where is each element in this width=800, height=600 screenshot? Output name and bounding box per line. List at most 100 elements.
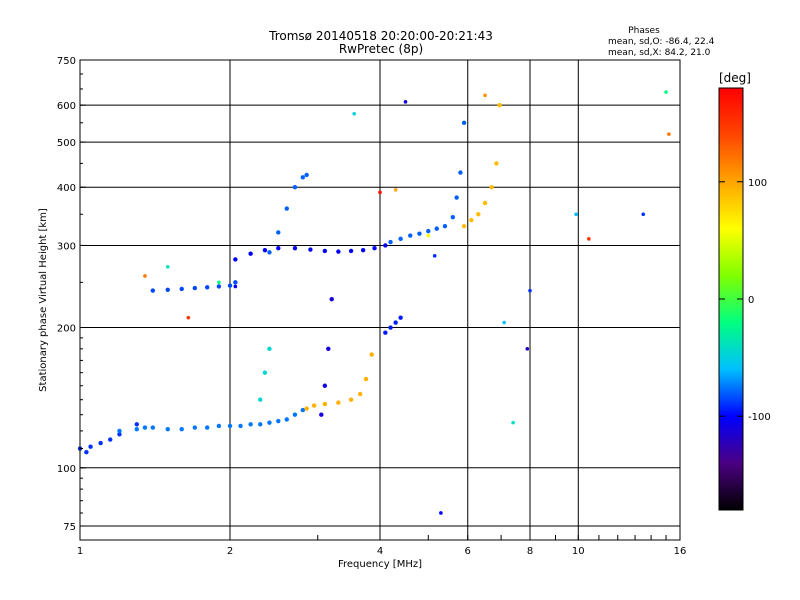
isolated-point	[352, 111, 356, 116]
data-point	[336, 400, 341, 405]
colorbar-tick-label: -100	[748, 412, 771, 423]
data-point	[258, 397, 263, 402]
data-point	[117, 432, 122, 437]
x-tick-label: 8	[527, 546, 533, 557]
isolated-point	[664, 90, 668, 94]
isolated-point	[483, 93, 487, 98]
stats-line-o: mean, sd,O: -86.4, 22.4	[608, 37, 715, 47]
data-point	[284, 417, 289, 422]
isolated-point	[186, 315, 191, 320]
data-point	[461, 223, 467, 229]
isolated-point	[217, 280, 221, 285]
data-point	[150, 425, 156, 430]
data-point	[319, 412, 324, 417]
data-point	[311, 403, 317, 408]
isolated-point	[426, 233, 431, 238]
data-point	[98, 440, 103, 446]
x-axis: 1 2 4 6 8 10 16	[77, 535, 687, 557]
x-axis-label: Frequency [MHz]	[338, 559, 422, 570]
isolated-point	[587, 237, 591, 241]
data-point	[363, 376, 369, 382]
data-point	[408, 233, 413, 238]
data-point	[322, 401, 328, 407]
data-point	[383, 330, 388, 335]
y-tick-label: 75	[63, 522, 76, 533]
data-point	[276, 245, 281, 251]
data-point	[454, 195, 459, 200]
data-point	[262, 370, 268, 375]
data-point	[142, 425, 148, 430]
data-point	[88, 444, 93, 449]
data-point	[300, 175, 306, 180]
data-point	[450, 214, 456, 220]
colorbar-label: [deg]	[719, 71, 751, 85]
y-tick-label: 100	[57, 464, 76, 475]
data-point	[322, 248, 328, 254]
data-point	[267, 420, 272, 425]
data-point	[398, 315, 403, 320]
data-point	[258, 422, 263, 427]
data-point	[227, 283, 233, 288]
data-point	[476, 212, 481, 217]
data-point	[357, 391, 363, 397]
data-point	[108, 437, 113, 442]
data-point	[192, 285, 198, 291]
isolated-point	[528, 288, 532, 293]
data-point	[300, 407, 306, 413]
y-axis-label: Stationary phase Virtual Height [km]	[38, 208, 49, 392]
data-point	[398, 236, 403, 242]
colorbar-tick-label: 100	[748, 178, 767, 189]
data-point	[348, 248, 354, 254]
x-tick-label: 2	[227, 546, 233, 557]
data-point	[192, 425, 198, 430]
data-point	[233, 257, 238, 262]
y-tick-label: 200	[57, 324, 76, 335]
data-point	[179, 286, 184, 292]
isolated-point	[574, 212, 578, 217]
data-point	[388, 239, 393, 245]
isolated-point	[143, 274, 147, 278]
isolated-point	[403, 100, 408, 104]
data-point	[262, 248, 268, 253]
data-point	[360, 248, 366, 253]
data-point	[276, 418, 281, 424]
x-tick-label: 1	[77, 546, 83, 557]
data-point	[216, 423, 222, 429]
data-point	[388, 325, 393, 330]
data-point	[458, 170, 463, 175]
data-point	[204, 285, 210, 290]
data-point	[336, 249, 341, 254]
x-tick-label: 16	[674, 546, 687, 557]
data-point	[442, 223, 448, 229]
isolated-point	[233, 284, 238, 289]
isolated-point	[502, 320, 506, 325]
data-point	[494, 161, 499, 166]
x-tick-label: 4	[377, 546, 383, 557]
data-point	[304, 406, 309, 411]
data-point	[179, 427, 184, 432]
data-point	[134, 422, 139, 427]
y-tick-label: 750	[57, 56, 76, 67]
isolated-point	[667, 132, 671, 136]
y-tick-label: 500	[57, 138, 76, 149]
isolated-point	[511, 420, 515, 425]
colorbar-ticks: 100 0 -100	[719, 178, 771, 423]
data-point	[227, 423, 233, 429]
isolated-point	[432, 254, 437, 258]
data-point	[150, 288, 156, 293]
data-point	[426, 228, 431, 234]
x-tick-label: 6	[465, 546, 471, 557]
isolated-point	[393, 187, 398, 192]
data-points	[77, 90, 671, 515]
data-point	[372, 245, 377, 251]
data-point	[304, 172, 309, 178]
data-point	[489, 185, 494, 190]
data-point	[267, 250, 272, 255]
isolated-point	[439, 511, 443, 515]
data-point	[117, 428, 122, 434]
data-point	[348, 397, 354, 402]
y-tick-label: 300	[57, 241, 76, 252]
data-point	[284, 206, 289, 211]
data-point	[248, 422, 253, 427]
